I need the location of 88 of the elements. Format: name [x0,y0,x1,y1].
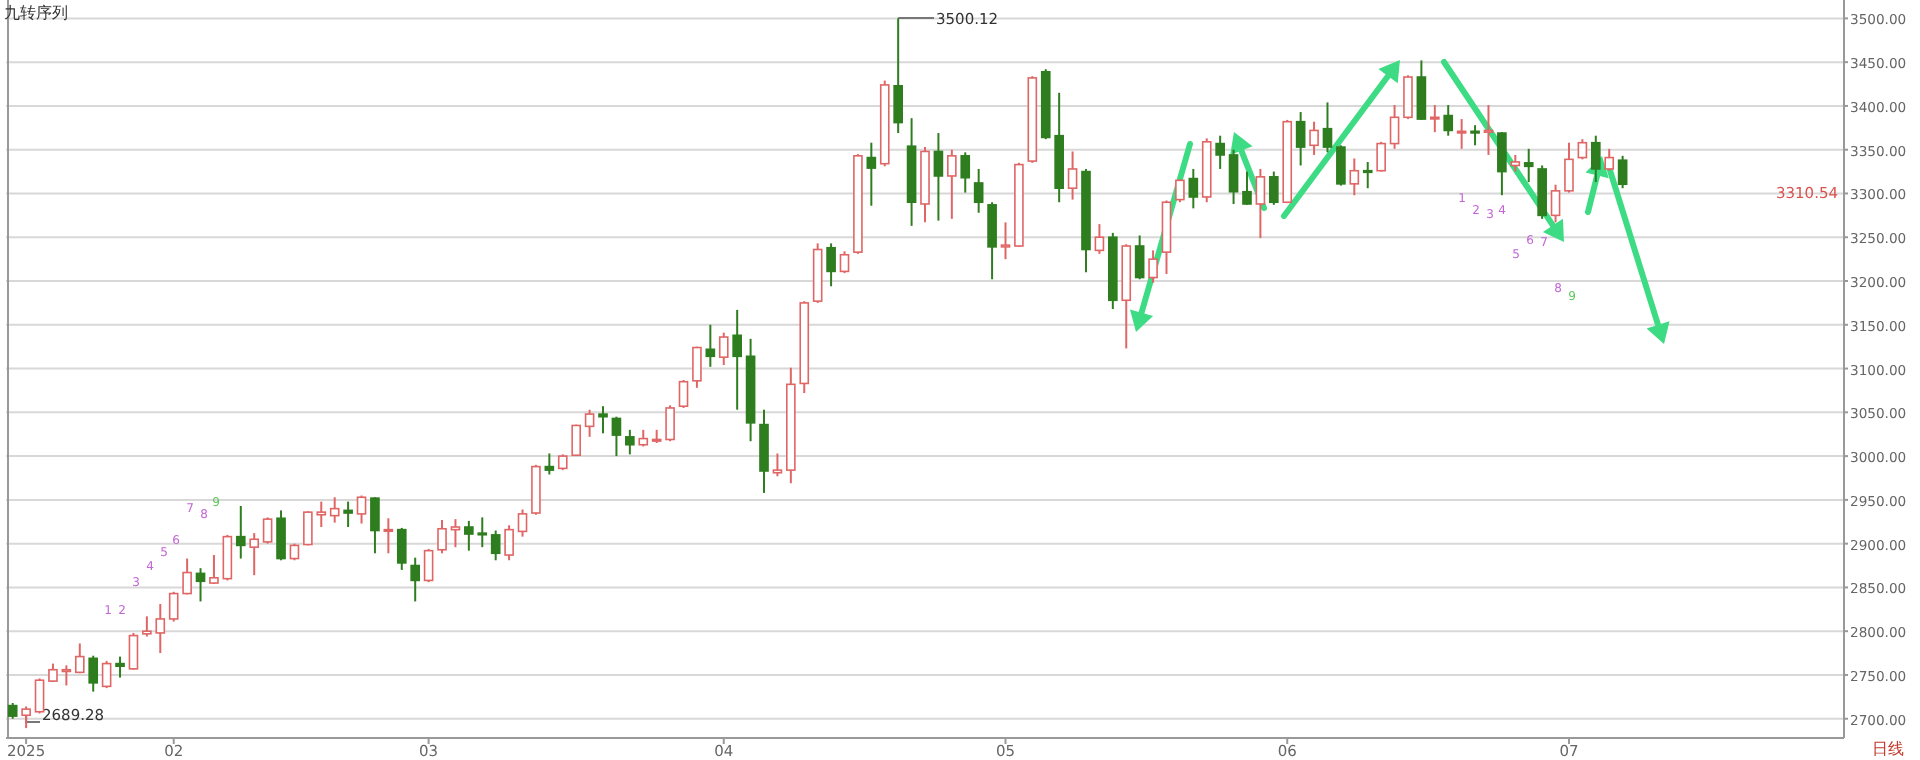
candlestick [1309,120,1319,156]
candlestick [1429,104,1440,134]
candlestick [383,517,394,555]
candlestick [21,705,31,730]
candlestick [1094,223,1105,255]
candlestick [490,529,501,562]
candlestick [531,463,541,516]
candlestick [839,250,850,275]
candlestick [276,509,286,562]
candlestick [1188,167,1199,210]
candlestick [356,494,367,525]
candlestick [249,532,260,577]
candlestick [1443,104,1454,137]
candlestick [1362,160,1373,190]
candlestick [1228,148,1239,205]
candlestick [396,526,407,571]
candlestick [209,554,219,585]
candlestick [1148,249,1158,284]
candlestick [517,508,528,538]
candlestick [759,408,769,494]
candlestick [826,242,836,288]
candlestick [370,496,380,555]
candlestick [584,408,595,438]
candlestick [1389,104,1400,150]
candlestick [1067,150,1078,201]
candlestick [692,345,702,389]
candlestick [343,500,353,529]
candlestick [115,655,125,679]
candlestick [48,662,58,683]
candlestick [34,677,45,715]
candlestick [262,516,273,545]
candlestick [598,405,608,435]
candlestick [195,567,206,603]
candlestick [1134,234,1145,281]
candlestick [437,519,447,555]
candlestick [1255,167,1266,240]
candlestick [1336,144,1346,187]
candlestick [1550,183,1561,224]
candlestick [1403,74,1413,121]
candlestick [973,167,984,214]
candlestick [678,378,689,409]
candlestick [101,659,112,690]
candlestick [74,642,85,675]
candlestick [772,452,783,478]
candlestick [1175,178,1185,204]
candlestick [1456,118,1467,150]
candlestick [947,148,957,220]
chart-title: 九转序列 [4,4,68,22]
candlestick [1295,111,1306,167]
candlestick [88,654,99,693]
candlestick [611,415,622,458]
candlestick [987,201,997,281]
candlestick [732,308,742,411]
candlestick [718,331,729,367]
candlestick [222,533,233,582]
candlestick [1349,157,1360,197]
candlestick [705,323,716,368]
candlestick [1000,221,1011,261]
candlestick [544,452,555,476]
candlestick [423,547,434,584]
candlestick [410,556,421,603]
candlestick [960,151,971,194]
candlestick [1376,140,1386,173]
candlestick [450,518,461,549]
candlestick [1242,170,1252,206]
candlestick [1416,59,1427,121]
candlestick [1604,147,1615,172]
candlestick [128,631,139,671]
text: 日线 [1872,740,1904,758]
candlestick [1483,104,1494,156]
candlestick [1322,101,1333,154]
candlestick [504,524,514,562]
candlestick [1537,164,1547,220]
candlestick [1470,124,1480,147]
candlestick [1617,154,1628,190]
candlestick [1497,131,1507,197]
candlestick [329,496,340,524]
candlestick [933,132,944,222]
candlestick [1215,134,1225,170]
candlestick [61,664,72,687]
candlestick [893,17,903,135]
candlestick [1523,147,1534,184]
candlestick [1577,138,1588,161]
candlestick [1268,170,1279,206]
candlestick [866,141,877,207]
candlestick [235,505,246,560]
candlestick [1564,141,1574,194]
candlestick [625,428,635,456]
